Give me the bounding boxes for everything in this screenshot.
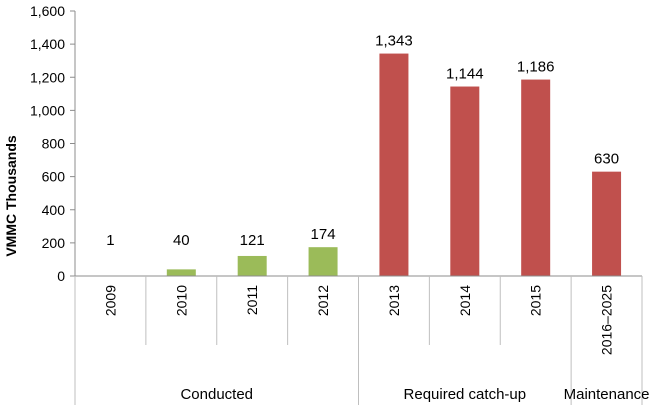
bar	[166, 269, 196, 276]
bar	[237, 255, 267, 276]
category-groups: Conducted Required catch-up Maintenance	[180, 386, 649, 403]
x-tick-label: 2010	[173, 285, 189, 316]
group-label: Required catch-up	[404, 386, 527, 403]
group-label: Maintenance	[564, 386, 650, 403]
x-axis: 2009 2010 2011 2012 2013 2014 2015 2016–2025	[74, 275, 643, 405]
y-tick-label: 200	[42, 235, 66, 251]
bar	[308, 247, 338, 276]
data-label: 1,144	[446, 66, 484, 83]
x-tick-label: 2016–2025	[599, 285, 615, 355]
y-tick-label: 0	[57, 268, 65, 284]
x-tick-label: 2015	[528, 285, 544, 316]
bar	[379, 53, 409, 276]
y-tick-label: 1,000	[30, 102, 65, 118]
x-tick-label: 2011	[244, 285, 260, 315]
y-tick-label: 600	[42, 169, 66, 185]
y-axis: 0 200 400 600 800 1,000 1,200 1,400 1,600	[30, 3, 76, 284]
data-label: 40	[173, 232, 190, 249]
data-label: 630	[594, 151, 619, 168]
x-tick-label: 2013	[386, 285, 402, 316]
x-tick-label: 2009	[102, 285, 118, 316]
y-tick-label: 800	[42, 136, 66, 152]
y-tick-label: 400	[42, 202, 66, 218]
y-tick-label: 1,400	[30, 36, 65, 52]
x-tick-label: 2012	[315, 285, 331, 316]
data-label: 1	[106, 232, 114, 249]
bar	[450, 86, 480, 277]
y-axis-title: VMMC Thousands	[3, 135, 19, 257]
bar	[592, 171, 622, 276]
value-labels: 1 40 121 174 1,343 1,144 1,186 630	[106, 33, 619, 249]
data-label: 1,343	[375, 33, 413, 50]
data-label: 1,186	[517, 59, 555, 76]
data-label: 121	[240, 232, 265, 249]
y-tick-label: 1,200	[30, 69, 65, 85]
bars	[95, 53, 622, 277]
y-tick-label: 1,600	[30, 3, 65, 19]
data-label: 174	[311, 226, 336, 243]
bar	[521, 79, 551, 276]
x-tick-label: 2014	[457, 285, 473, 316]
group-label: Conducted	[180, 386, 253, 403]
